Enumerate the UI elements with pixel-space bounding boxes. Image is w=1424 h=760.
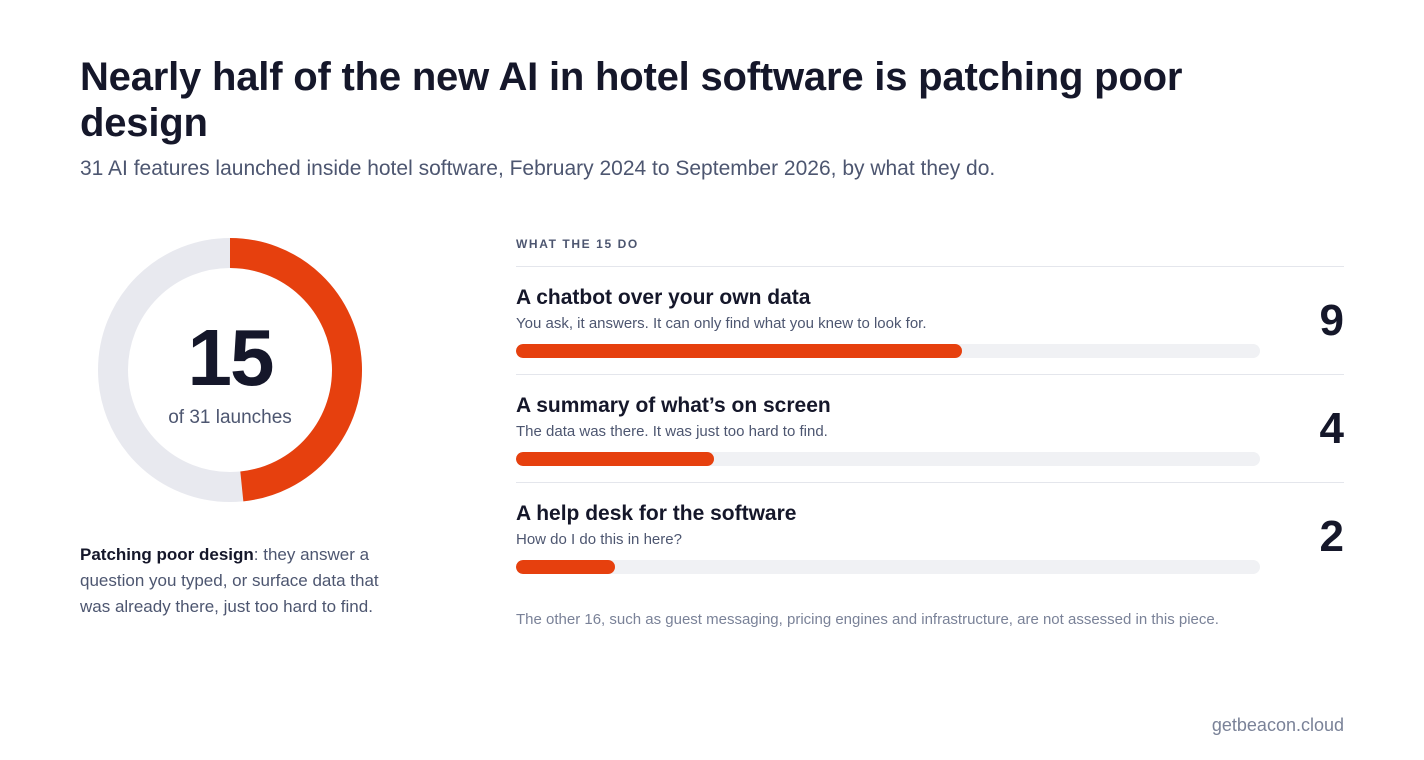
bar-row: A chatbot over your own data You ask, it… xyxy=(516,266,1344,374)
bar-value-label: 4 xyxy=(1319,404,1344,453)
chart-subtitle: 31 AI features launched inside hotel sof… xyxy=(80,157,996,180)
source-credit: getbeacon.cloud xyxy=(1211,715,1344,735)
bar-value-label: 9 xyxy=(1319,296,1344,345)
section-label: WHAT THE 15 DO xyxy=(516,237,639,251)
bar-label: A chatbot over your own data xyxy=(516,286,811,309)
bar-row: A help desk for the software How do I do… xyxy=(516,482,1344,590)
bar-description: How do I do this in here? xyxy=(516,531,682,548)
breakdown-chart: WHAT THE 15 DO A chatbot over your own d… xyxy=(516,236,1344,590)
bar-track xyxy=(516,560,1260,574)
bar-fill xyxy=(516,344,963,358)
donut-center-label: of 31 launches xyxy=(168,407,292,428)
donut-center-value: 15 xyxy=(188,313,273,402)
bar-track xyxy=(516,452,1260,466)
bar-value-label: 2 xyxy=(1319,512,1344,561)
chart-title: Nearly half of the new AI in hotel softw… xyxy=(80,55,1183,145)
bar-description: The data was there. It was just too hard… xyxy=(516,423,828,440)
bar-label: A help desk for the software xyxy=(516,502,797,525)
bar-fill xyxy=(516,452,715,466)
bar-fill xyxy=(516,560,616,574)
donut-chart: 15 of 31 launches xyxy=(98,238,362,502)
bar-track xyxy=(516,344,1260,358)
bar-description: You ask, it answers. It can only find wh… xyxy=(516,315,927,332)
definition-term: Patching poor design xyxy=(80,545,254,564)
bar-row: A summary of what’s on screen The data w… xyxy=(516,374,1344,482)
definition-text: : they answer a question you typed, or s… xyxy=(80,545,379,616)
footnote: The other 16, such as guest messaging, p… xyxy=(516,611,1219,628)
definition-note: Patching poor design: they answer a ques… xyxy=(80,542,410,620)
bar-label: A summary of what’s on screen xyxy=(516,394,831,417)
donut-highlight-slice xyxy=(229,238,362,502)
